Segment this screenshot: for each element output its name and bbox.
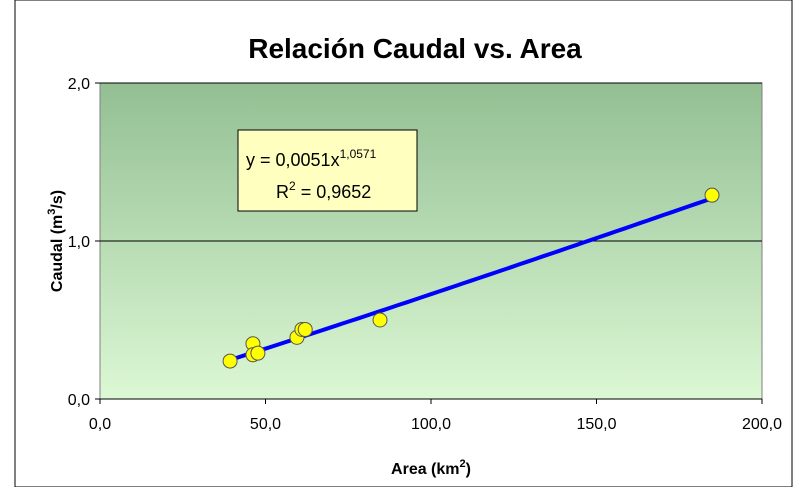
y-tick-label: 2,0 bbox=[68, 76, 90, 93]
x-tick-label: 50,0 bbox=[250, 416, 281, 433]
y-axis-label-text: Caudal (m bbox=[49, 215, 66, 292]
x-tick-label: 200,0 bbox=[742, 416, 782, 433]
r2-symbol: R bbox=[276, 182, 289, 202]
point bbox=[372, 312, 388, 328]
x-tick-label: 150,0 bbox=[576, 416, 616, 433]
eq-y: y bbox=[246, 150, 255, 170]
y-tick-label: 1,0 bbox=[68, 234, 90, 251]
y-axis-label: Caudal (m3/s) bbox=[46, 190, 66, 292]
point bbox=[222, 353, 238, 369]
equation-box bbox=[237, 129, 418, 212]
y-axis-label-sup: 3 bbox=[46, 209, 58, 215]
r2-value: 0,9652 bbox=[316, 182, 371, 202]
x-tick-label: 0,0 bbox=[89, 416, 111, 433]
eq-var: x bbox=[331, 150, 340, 170]
chart-title: Relación Caudal vs. Area bbox=[248, 33, 582, 64]
y-axis-label-tail: /s) bbox=[49, 190, 66, 209]
eq-coef: 0,0051 bbox=[276, 150, 331, 170]
r2-sign: = bbox=[301, 182, 312, 202]
y-tick-label: 0,0 bbox=[68, 392, 90, 409]
eq-exp: 1,0571 bbox=[340, 147, 377, 161]
x-axis-label-text: Area (km bbox=[391, 461, 459, 478]
r-squared: R2 = 0,9652 bbox=[276, 179, 371, 202]
point bbox=[297, 321, 313, 337]
x-axis-label: Area (km2) bbox=[391, 458, 471, 478]
point bbox=[704, 187, 720, 203]
x-tick-label: 100,0 bbox=[411, 416, 451, 433]
equation: y = 0,0051x1,0571 bbox=[246, 147, 377, 170]
x-axis-label-sup: 2 bbox=[460, 458, 466, 470]
point bbox=[250, 345, 266, 361]
r2-power: 2 bbox=[289, 179, 296, 193]
x-axis-label-tail: ) bbox=[466, 461, 471, 478]
eq-sign: = bbox=[260, 150, 271, 170]
